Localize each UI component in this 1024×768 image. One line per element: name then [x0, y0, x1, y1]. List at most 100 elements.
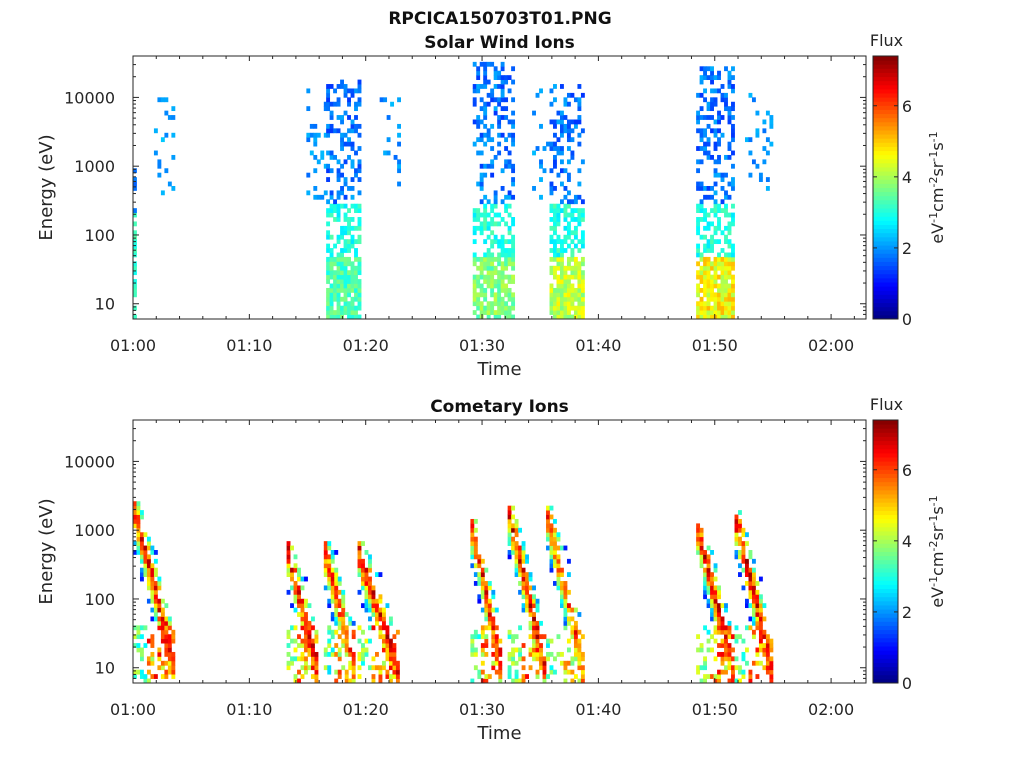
- heatmap-cell: [500, 301, 505, 307]
- heatmap-cell: [153, 594, 158, 600]
- heatmap-cell: [286, 567, 291, 573]
- heatmap-cell: [577, 274, 582, 280]
- colorbar-tick-label: 6: [902, 461, 912, 480]
- heatmap-cell: [361, 585, 365, 591]
- heatmap-cell: [329, 208, 334, 213]
- heatmap-cell: [347, 301, 351, 307]
- heatmap-cell: [560, 545, 564, 551]
- heatmap-cell: [755, 163, 760, 169]
- heatmap-cell: [570, 256, 575, 262]
- heatmap-cell: [731, 292, 735, 298]
- heatmap-cell: [334, 629, 339, 635]
- colorbar-segment: [873, 265, 898, 271]
- colorbar-segment: [873, 269, 898, 275]
- heatmap-cell: [330, 629, 335, 635]
- heatmap-cell: [344, 634, 349, 640]
- heatmap-cell: [326, 274, 331, 280]
- heatmap-cell: [758, 647, 763, 653]
- heatmap-cell: [703, 558, 707, 564]
- heatmap-cell: [378, 625, 383, 631]
- heatmap-cell: [525, 598, 529, 604]
- heatmap-cell: [494, 625, 499, 631]
- heatmap-cell: [354, 292, 358, 298]
- heatmap-cell: [751, 589, 756, 595]
- heatmap-cell: [486, 305, 491, 311]
- heatmap-cell: [397, 123, 401, 129]
- heatmap-cell: [727, 274, 732, 280]
- colorbar-segment: [873, 629, 898, 635]
- heatmap-cell: [484, 616, 489, 622]
- heatmap-cell: [337, 656, 342, 662]
- heatmap-cell: [395, 674, 400, 679]
- heatmap-cell: [160, 674, 165, 679]
- heatmap-cell: [573, 287, 578, 293]
- heatmap-cell: [703, 589, 707, 595]
- heatmap-cell: [706, 154, 711, 160]
- heatmap-cell: [514, 647, 519, 653]
- heatmap-cell: [483, 310, 488, 315]
- heatmap-cell: [333, 270, 338, 276]
- heatmap-cell: [153, 572, 158, 577]
- heatmap-cell: [497, 212, 502, 218]
- heatmap-cell: [314, 634, 319, 640]
- colorbar-segment: [873, 572, 898, 577]
- heatmap-cell: [511, 656, 516, 662]
- heatmap-cell: [357, 221, 362, 227]
- heatmap-cell: [493, 292, 498, 298]
- heatmap-cell: [480, 643, 485, 648]
- heatmap-cell: [511, 79, 516, 85]
- colorbar-segment: [873, 68, 898, 73]
- colorbar-segment: [873, 658, 898, 663]
- heatmap-cell: [553, 270, 557, 276]
- heatmap-cell: [563, 234, 568, 240]
- heatmap-cell: [486, 79, 491, 85]
- heatmap-cell: [311, 638, 315, 644]
- heatmap-cell: [563, 287, 568, 293]
- heatmap-cell: [392, 656, 397, 662]
- heatmap-cell: [710, 647, 714, 653]
- heatmap-cell: [762, 651, 767, 657]
- heatmap-cell: [724, 292, 728, 298]
- heatmap-cell: [727, 283, 732, 289]
- heatmap-cell: [139, 576, 144, 582]
- heatmap-cell: [472, 84, 477, 89]
- heatmap-cell: [724, 239, 728, 245]
- heatmap-cell: [727, 301, 732, 307]
- heatmap-cell: [476, 119, 481, 125]
- heatmap-cell: [375, 651, 379, 657]
- heatmap-cell: [157, 651, 162, 657]
- heatmap-cell: [357, 625, 362, 631]
- heatmap-cell: [566, 301, 571, 307]
- heatmap-cell: [493, 314, 498, 320]
- heatmap-cell: [327, 545, 332, 551]
- heatmap-cell: [347, 186, 351, 191]
- heatmap-cell: [553, 221, 557, 227]
- heatmap-cell: [333, 287, 338, 293]
- heatmap-cell: [344, 638, 349, 644]
- heatmap-cell: [710, 603, 714, 609]
- heatmap-cell: [304, 598, 308, 604]
- heatmap-cell: [395, 629, 400, 635]
- heatmap-cell: [696, 217, 701, 222]
- heatmap-cell: [556, 261, 561, 267]
- heatmap-cell: [378, 674, 383, 679]
- heatmap-cell: [580, 292, 585, 298]
- heatmap-cell: [473, 545, 478, 551]
- heatmap-cell: [731, 221, 735, 227]
- y-tick-label: 10: [95, 295, 115, 314]
- heatmap-cell: [720, 625, 725, 631]
- heatmap-cell: [717, 589, 721, 595]
- heatmap-cell: [751, 620, 756, 626]
- heatmap-cell: [476, 66, 481, 72]
- heatmap-cell: [375, 607, 379, 613]
- heatmap-cell: [535, 634, 540, 640]
- heatmap-cell: [490, 88, 495, 94]
- heatmap-cell: [696, 168, 701, 174]
- heatmap-cell: [139, 558, 144, 564]
- heatmap-cell: [493, 283, 498, 289]
- heatmap-cell: [340, 261, 344, 267]
- colorbar-segment: [873, 310, 898, 316]
- colorbar-segment: [873, 273, 898, 279]
- heatmap-cell: [160, 660, 165, 666]
- heatmap-cell: [566, 296, 571, 302]
